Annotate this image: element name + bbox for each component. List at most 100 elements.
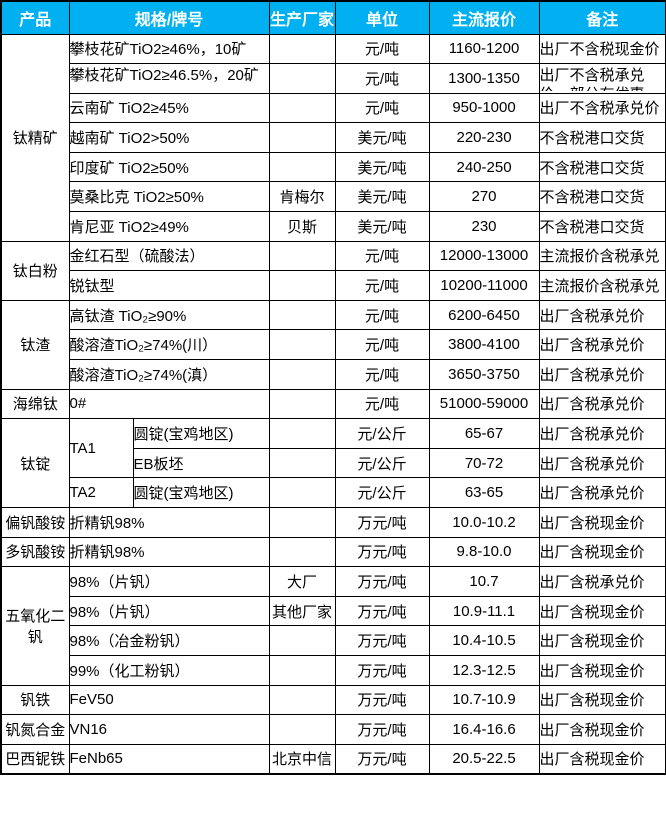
spec-cell: VN16 [68, 714, 270, 745]
spec-cell-text: 攀枝花矿TiO2≥46.5%，20矿 [69, 67, 259, 85]
product-cell: 多钒酸铵 [0, 536, 70, 568]
manufacturer-cell [268, 507, 336, 538]
table-row: 肯尼亚 TiO2≥49% 贝斯 美元/吨 230 不含税港口交货 [1, 211, 666, 242]
unit-cell: 元/吨 [334, 240, 430, 272]
note-cell: 主流报价含税承兑 [538, 270, 666, 301]
unit-cell: 美元/吨 [334, 151, 430, 183]
product-cell: 钛渣 [0, 299, 70, 390]
header-note: 备注 [538, 0, 666, 35]
note-cell: 出厂含税承兑价 [538, 477, 666, 508]
note-cell: 不含税港口交货 [538, 181, 666, 213]
table-row: 酸溶渣TiO₂≥74%(川） 元/吨 3800-4100 出厂含税承兑价 [1, 329, 666, 361]
spec-cell: 越南矿 TiO2>50% [68, 122, 270, 153]
price-cell: 12.3-12.5 [428, 654, 540, 686]
price-cell: 16.4-16.6 [428, 714, 540, 745]
note-cell: 出厂含税现金价 [538, 536, 666, 568]
price-cell: 3650-3750 [428, 359, 540, 390]
note-cell: 出厂含税现金价 [538, 684, 666, 716]
manufacturer-cell: 北京中信 [268, 743, 336, 775]
table-row: 五氧化二钒 98%（片钒） 大厂 万元/吨 10.7 出厂含税承兑价 [0, 566, 666, 686]
manufacturer-cell [268, 329, 336, 361]
table-row: 莫桑比克 TiO2≥50% 肯梅尔 美元/吨 270 不含税港口交货 [1, 181, 666, 213]
note-cell: 不含税港口交货 [538, 211, 666, 242]
spec-cell: 锐钛型 [68, 270, 270, 301]
note-cell: 出厂含税现金价 [538, 654, 666, 686]
manufacturer-cell [268, 536, 336, 568]
table-row: 钛精矿 攀枝花矿TiO2≥46%，10矿 元/吨 1160-1200 出厂不含税现金价 [0, 33, 666, 242]
note-cell-text: 出厂不含税承兑价，部分有优惠 [539, 67, 645, 91]
product-cell: 钛锭 [0, 418, 70, 508]
manufacturer-cell [268, 359, 336, 390]
table-row: 钛锭 TA1 圆锭(宝鸡地区) 元/公斤 65-67 出厂含税承兑价 [0, 418, 666, 508]
spec-cell: 攀枝花矿TiO2≥46.5%，20矿 [68, 63, 270, 94]
header-product: 产品 [0, 0, 70, 35]
price-cell: 230 [428, 211, 540, 242]
table-row: 99%（化工粉钒） 万元/吨 12.3-12.5 出厂含税现金价 [1, 654, 666, 686]
price-cell: 12000-13000 [428, 240, 540, 272]
unit-cell: 万元/吨 [334, 625, 430, 656]
manufacturer-cell [268, 477, 336, 508]
manufacturer-cell [268, 388, 336, 420]
manufacturer-cell [268, 714, 336, 745]
table-row: 钛白粉 金红石型（硫酸法） 元/吨 12000-13000 主流报价含税承兑 [0, 240, 666, 301]
sub-spec-cell: 圆锭(宝鸡地区) [132, 418, 270, 449]
unit-cell: 万元/吨 [334, 714, 430, 745]
unit-cell: 元/吨 [334, 359, 430, 390]
unit-cell: 元/吨 [334, 92, 430, 124]
spec-cell: 酸溶渣TiO₂≥74%(滇） [68, 359, 270, 390]
note-cell: 出厂含税承兑价 [538, 359, 666, 390]
table-row: 巴西铌铁 FeNb65 北京中信 万元/吨 20.5-22.5 出厂含税现金价 [0, 743, 666, 775]
unit-cell: 万元/吨 [334, 743, 430, 775]
spec-cell: 云南矿 TiO2≥45% [68, 92, 270, 124]
manufacturer-cell: 肯梅尔 [268, 181, 336, 213]
price-cell: 51000-59000 [428, 388, 540, 420]
price-cell: 3800-4100 [428, 329, 540, 361]
note-cell: 不含税港口交货 [538, 151, 666, 183]
price-table: 产品 规格/牌号 生产厂家 单位 主流报价 备注 钛精矿 攀枝花矿TiO2≥46%… [0, 0, 666, 775]
unit-cell: 美元/吨 [334, 211, 430, 242]
unit-cell: 万元/吨 [334, 507, 430, 538]
manufacturer-cell: 贝斯 [268, 211, 336, 242]
product-cell: 钛白粉 [0, 240, 70, 301]
manufacturer-cell [268, 270, 336, 301]
price-cell: 1160-1200 [428, 33, 540, 65]
price-cell: 63-65 [428, 477, 540, 508]
table-row: 钛渣 高钛渣 TiO₂≥90% 元/吨 6200-6450 出厂含税承兑价 [0, 299, 666, 390]
header-unit: 单位 [334, 0, 430, 35]
unit-cell: 元/吨 [334, 388, 430, 420]
note-cell: 出厂不含税承兑价 [538, 92, 666, 124]
spec-cell: FeNb65 [68, 743, 270, 775]
manufacturer-cell [268, 240, 336, 272]
manufacturer-cell [268, 625, 336, 656]
unit-cell: 元/吨 [334, 299, 430, 331]
table-row: 越南矿 TiO2>50% 美元/吨 220-230 不含税港口交货 [1, 122, 666, 153]
product-cell: 五氧化二钒 [0, 566, 70, 686]
unit-cell: 元/公斤 [334, 418, 430, 449]
manufacturer-cell [268, 151, 336, 183]
spec-cell: 折精钒98% [68, 536, 270, 568]
manufacturer-cell [268, 299, 336, 331]
note-cell: 出厂含税现金价 [538, 625, 666, 656]
spec-cell: 印度矿 TiO2≥50% [68, 151, 270, 183]
spec-cell: 98%（片钒） [68, 595, 270, 627]
table-row: 98%（冶金粉钒） 万元/吨 10.4-10.5 出厂含税现金价 [1, 625, 666, 656]
price-cell: 65-67 [428, 418, 540, 449]
price-cell: 20.5-22.5 [428, 743, 540, 775]
spec-cell: TA1 [68, 418, 134, 479]
unit-cell: 万元/吨 [334, 684, 430, 716]
table-row: 印度矿 TiO2≥50% 美元/吨 240-250 不含税港口交货 [1, 151, 666, 183]
note-cell: 出厂含税承兑价 [538, 388, 666, 420]
unit-cell: 元/公斤 [334, 477, 430, 508]
price-cell: 1300-1350 [428, 63, 540, 94]
unit-cell: 元/吨 [334, 270, 430, 301]
product-cell: 巴西铌铁 [0, 743, 70, 775]
note-cell: 出厂含税现金价 [538, 507, 666, 538]
spec-cell: 折精钒98% [68, 507, 270, 538]
product-cell: 海绵钛 [0, 388, 70, 420]
sub-spec-cell: 圆锭(宝鸡地区) [132, 477, 270, 508]
note-cell: 不含税港口交货 [538, 122, 666, 153]
header-spec: 规格/牌号 [68, 0, 270, 35]
note-cell: 出厂含税现金价 [538, 595, 666, 627]
unit-cell: 美元/吨 [334, 122, 430, 153]
